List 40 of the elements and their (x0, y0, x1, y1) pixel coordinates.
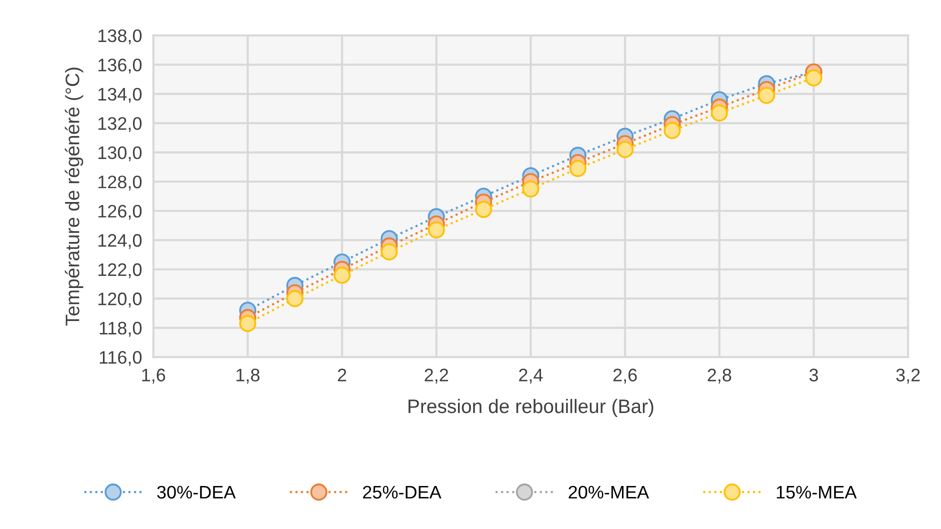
y-tick-label: 136,0 (98, 58, 142, 74)
point (286, 290, 304, 308)
y-tick-label: 116,0 (100, 351, 142, 366)
y-tick-label: 120,0 (98, 292, 142, 308)
y-tick-label: 134,0 (98, 88, 142, 103)
y-tick-label: 126,0 (98, 204, 142, 220)
x-tick-label: 1,8 (236, 368, 260, 384)
legend-label: 15%-MEA (776, 486, 857, 499)
x-tick-label: 2 (338, 368, 346, 382)
point (664, 122, 681, 140)
y-tick-label: 138,0 (98, 29, 142, 44)
point (428, 221, 445, 238)
point (569, 160, 586, 178)
point (805, 69, 822, 86)
x-tick-label: 2,2 (424, 368, 448, 384)
point (710, 104, 728, 122)
x-tick-label: 2,6 (613, 368, 637, 384)
y-tick-label: 118,0 (100, 322, 142, 337)
point (239, 314, 256, 332)
y-tick-label: 132,0 (98, 117, 142, 132)
x-tick-label: 2,8 (708, 368, 732, 384)
x-tick-label: 3 (809, 368, 818, 382)
legend-label: 25%-DEA (363, 486, 442, 499)
y-tick-label: 128,0 (98, 176, 142, 190)
point (334, 266, 351, 284)
point (616, 140, 634, 158)
x-tick-label: 1,6 (142, 368, 166, 384)
legend-label: 30%-DEA (157, 486, 236, 499)
y-tick-label: 124,0 (98, 234, 142, 249)
x-axis-title: Pression de rebouilleur (Bar) (408, 398, 654, 418)
y-tick-label: 130,0 (98, 146, 142, 162)
point (758, 86, 776, 104)
point (475, 200, 492, 218)
x-tick-label: 2,4 (519, 368, 543, 384)
y-axis-title: Température de régénéré (°C) (64, 68, 84, 326)
x-tick-label: 3,2 (896, 368, 920, 384)
legend-label: 20%-MEA (568, 486, 650, 499)
y-tick-label: 122,0 (98, 263, 142, 278)
point (522, 180, 540, 198)
point (380, 243, 398, 260)
